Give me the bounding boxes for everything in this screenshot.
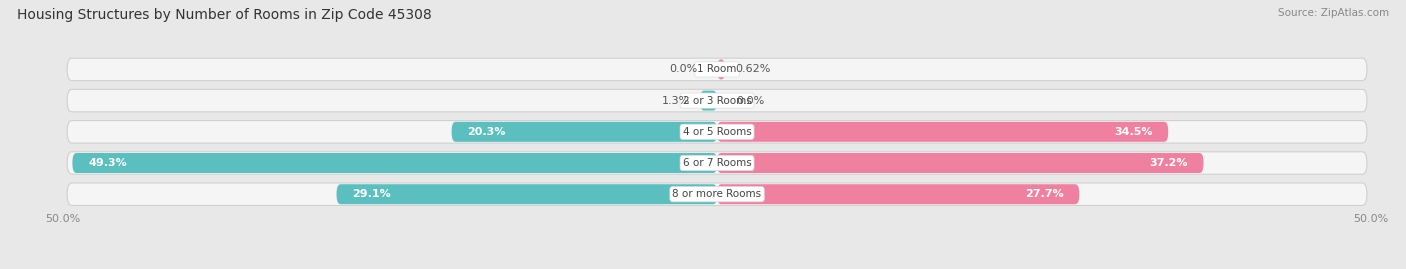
FancyBboxPatch shape: [67, 89, 1367, 112]
FancyBboxPatch shape: [67, 58, 1367, 81]
Text: 1 Room: 1 Room: [697, 64, 737, 75]
FancyBboxPatch shape: [717, 184, 1080, 204]
Text: 0.62%: 0.62%: [735, 64, 770, 75]
FancyBboxPatch shape: [717, 153, 1204, 173]
FancyBboxPatch shape: [67, 152, 1367, 174]
Legend: Owner-occupied, Renter-occupied: Owner-occupied, Renter-occupied: [595, 266, 839, 269]
Text: 8 or more Rooms: 8 or more Rooms: [672, 189, 762, 199]
Text: 20.3%: 20.3%: [467, 127, 506, 137]
Text: 0.0%: 0.0%: [669, 64, 697, 75]
FancyBboxPatch shape: [67, 183, 1367, 206]
Text: 49.3%: 49.3%: [89, 158, 127, 168]
Text: 6 or 7 Rooms: 6 or 7 Rooms: [683, 158, 751, 168]
Text: 1.3%: 1.3%: [661, 95, 689, 106]
FancyBboxPatch shape: [700, 91, 717, 111]
FancyBboxPatch shape: [73, 153, 717, 173]
FancyBboxPatch shape: [451, 122, 717, 142]
Text: 4 or 5 Rooms: 4 or 5 Rooms: [683, 127, 751, 137]
Text: 37.2%: 37.2%: [1149, 158, 1188, 168]
Text: 2 or 3 Rooms: 2 or 3 Rooms: [683, 95, 751, 106]
Text: Source: ZipAtlas.com: Source: ZipAtlas.com: [1278, 8, 1389, 18]
Text: Housing Structures by Number of Rooms in Zip Code 45308: Housing Structures by Number of Rooms in…: [17, 8, 432, 22]
FancyBboxPatch shape: [67, 121, 1367, 143]
Text: 27.7%: 27.7%: [1025, 189, 1063, 199]
FancyBboxPatch shape: [717, 122, 1168, 142]
Text: 29.1%: 29.1%: [353, 189, 391, 199]
Text: 34.5%: 34.5%: [1114, 127, 1153, 137]
FancyBboxPatch shape: [336, 184, 717, 204]
Text: 0.0%: 0.0%: [737, 95, 765, 106]
FancyBboxPatch shape: [717, 59, 725, 79]
